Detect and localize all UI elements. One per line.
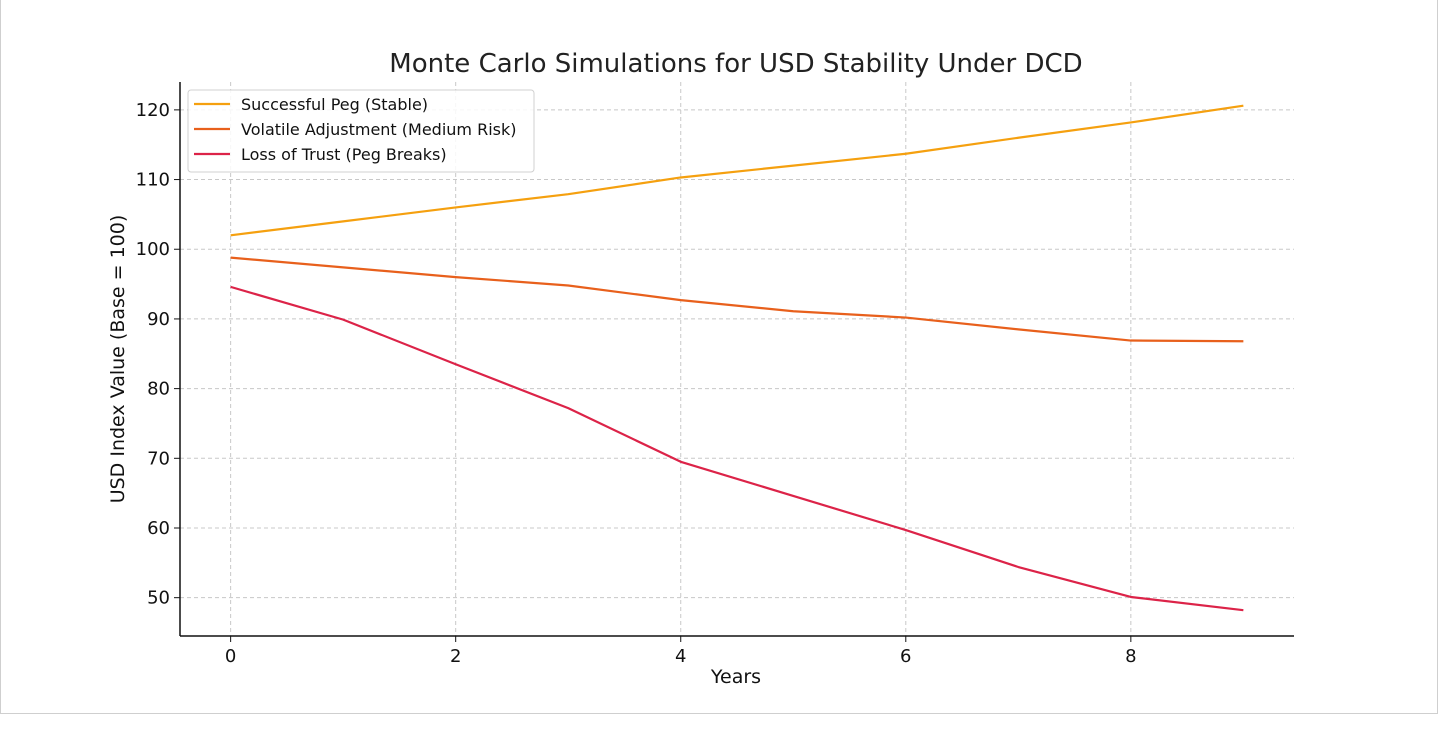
series-line [230, 104, 1244, 237]
legend-box [187, 89, 535, 173]
x-tick-label: 8 [1125, 646, 1136, 667]
legend-label: Successful Peg (Stable) [241, 95, 428, 114]
x-tick-label: 6 [900, 646, 911, 667]
y-tick-label: 120 [136, 100, 170, 121]
y-tick-label: 80 [147, 379, 170, 400]
legend-label: Loss of Trust (Peg Breaks) [241, 145, 447, 164]
chart-title: Monte Carlo Simulations for USD Stabilit… [389, 49, 1082, 79]
y-tick-label: 50 [147, 588, 170, 609]
legend-label: Volatile Adjustment (Medium Risk) [241, 120, 517, 139]
x-tick-label: 2 [450, 646, 461, 667]
y-tick-label: 110 [136, 170, 170, 191]
series-line [230, 285, 1244, 612]
series-line [230, 256, 1244, 343]
x-tick-label: 4 [675, 646, 686, 667]
y-tick-label: 60 [147, 518, 170, 539]
y-tick-label: 70 [147, 448, 170, 469]
grid-lines [180, 82, 1294, 636]
x-axis-label: Years [710, 666, 761, 688]
y-tick-label: 90 [147, 309, 170, 330]
chart-canvas: Monte Carlo Simulations for USD Stabilit… [107, 49, 1294, 688]
legend: Successful Peg (Stable) Volatile Adjustme… [187, 89, 535, 173]
axes [179, 82, 1294, 637]
y-tick-label: 100 [136, 239, 170, 260]
x-tick-label: 0 [225, 646, 236, 667]
series-lines [230, 104, 1244, 612]
ticks: 0 2 4 6 8 50 60 70 80 90 100 110 120 [136, 100, 1137, 667]
y-axis-label: USD Index Value (Base = 100) [107, 215, 129, 504]
